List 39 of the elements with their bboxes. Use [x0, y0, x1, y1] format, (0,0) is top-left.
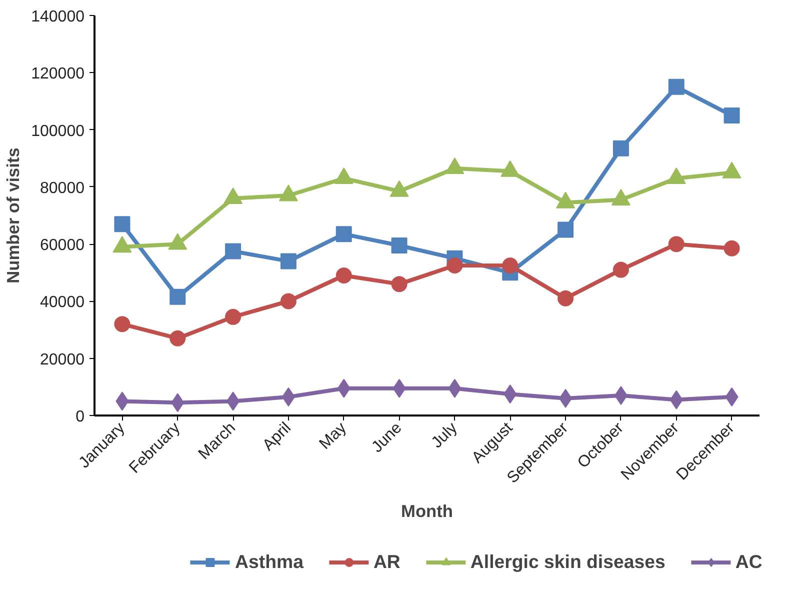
point — [724, 108, 740, 124]
x-axis-title: Month — [401, 500, 453, 521]
x-tick-label: July — [428, 419, 461, 452]
point — [502, 258, 518, 274]
legend-label: AR — [373, 550, 400, 572]
x-tick-label: May — [316, 419, 350, 453]
point — [336, 226, 352, 242]
y-tick-label: 140000 — [31, 8, 85, 26]
point — [114, 316, 130, 332]
point — [612, 140, 629, 156]
y-axis-title: Number of visits — [3, 148, 24, 284]
legend-label: Allergic skin diseases — [470, 550, 666, 572]
point — [114, 216, 130, 232]
y-tick-label: 80000 — [40, 180, 85, 197]
point — [724, 240, 740, 256]
point — [391, 238, 408, 254]
y-tick-label: 40000 — [40, 294, 85, 312]
point — [225, 243, 242, 260]
point — [558, 222, 574, 238]
point — [446, 258, 463, 274]
point — [170, 288, 186, 305]
point — [612, 262, 629, 278]
point — [558, 290, 574, 306]
legend-label: AC — [735, 550, 762, 572]
point — [280, 253, 296, 270]
point — [336, 268, 352, 284]
point — [225, 308, 242, 325]
y-tick-label: 120000 — [31, 66, 85, 83]
point — [668, 78, 684, 95]
legend-label: Asthma — [235, 550, 304, 572]
point — [391, 276, 408, 292]
y-tick-label: 100000 — [31, 122, 85, 140]
point — [668, 236, 684, 252]
point — [170, 330, 186, 346]
y-tick-label: 0 — [76, 408, 85, 426]
point — [280, 293, 296, 310]
point — [614, 386, 628, 405]
y-tick-label: 60000 — [40, 237, 85, 254]
y-tick-label: 20000 — [40, 351, 85, 368]
